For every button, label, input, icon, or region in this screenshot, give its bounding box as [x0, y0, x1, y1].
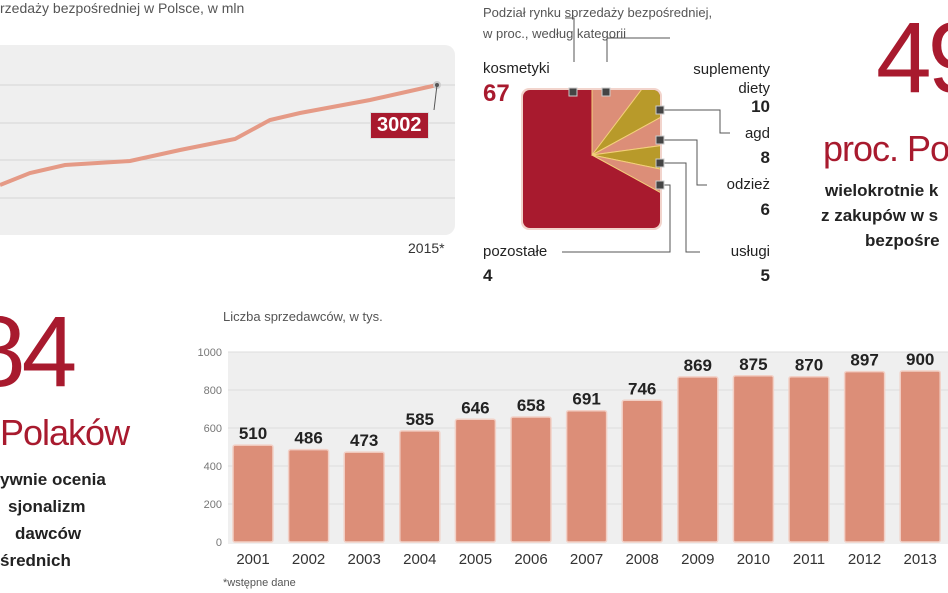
- bar-value-label: 875: [739, 355, 767, 374]
- label-kosmetyki: kosmetyki: [483, 60, 550, 77]
- bar-2003: [343, 451, 385, 543]
- bar-2009: [677, 376, 719, 543]
- bar-2011: [788, 375, 830, 543]
- x-tick-label: 2008: [626, 551, 659, 568]
- value-pozostale: 4: [483, 266, 493, 285]
- bar-2005: [454, 418, 497, 543]
- x-tick-label: 2004: [403, 551, 436, 568]
- stat-right-headline: proc. Po: [823, 128, 948, 169]
- bar-2001: [232, 444, 274, 543]
- value-odziez: 6: [760, 200, 770, 219]
- x-tick-label: 2002: [292, 551, 325, 568]
- bar-2006: [510, 416, 552, 543]
- bar-2002: [287, 448, 330, 543]
- value-suplementy: 10: [751, 97, 770, 116]
- y-tick-label: 0: [216, 537, 222, 549]
- bar-value-label: 691: [572, 390, 600, 409]
- bar-2008: [621, 399, 663, 543]
- label-agd: agd: [744, 125, 770, 142]
- stat-right-number: 49: [876, 2, 948, 114]
- footnote: *wstępne dane: [223, 577, 296, 589]
- stat-left-number: 84: [0, 296, 77, 408]
- x-tick-label: 2013: [904, 551, 937, 568]
- x-tick-label: 2010: [737, 551, 770, 568]
- x-tick-label: 2001: [236, 551, 269, 568]
- value-kosmetyki: 67: [483, 80, 510, 107]
- stat-left-headline: Polaków: [0, 412, 130, 453]
- bar-2007: [565, 409, 608, 543]
- bar-value-label: 869: [684, 356, 712, 375]
- stat-left-text: ywnie ocenia sjonalizm dawców średnich: [0, 470, 106, 570]
- slice-uslugi: [591, 154, 660, 196]
- pie-title: Podział rynku sprzedaży bezpośredniej, w …: [483, 5, 713, 41]
- sales-line: [0, 83, 438, 187]
- x-tick-label: 2009: [681, 551, 714, 568]
- end-year-label: 2015*: [408, 240, 445, 256]
- x-tick-label: 2006: [514, 551, 547, 568]
- label-suplementy: suplementy diety: [693, 61, 770, 97]
- x-tick-label: 2003: [348, 551, 381, 568]
- value-agd: 8: [760, 148, 770, 167]
- label-uslugi: usługi: [730, 243, 770, 260]
- y-tick-label: 600: [204, 423, 222, 435]
- label-pozostale: pozostałe: [483, 243, 548, 260]
- bar-value-label: 585: [406, 410, 434, 429]
- y-tick-label: 200: [204, 499, 222, 511]
- value-uslugi: 5: [760, 266, 770, 285]
- bar-value-label: 486: [294, 429, 322, 448]
- bar-value-label: 646: [461, 398, 489, 417]
- bar-value-label: 900: [906, 350, 934, 369]
- bar-2013: [899, 370, 941, 543]
- label-odziez: odzież: [726, 176, 770, 193]
- bar-2012: [843, 370, 886, 543]
- bar-2004: [399, 430, 441, 543]
- x-tick-label: 2011: [793, 551, 825, 568]
- bar-value-label: 510: [239, 424, 267, 443]
- bar-2010: [732, 375, 775, 543]
- bar-chart-title: Liczba sprzedawców, w tys.: [223, 309, 383, 324]
- bar-value-label: 870: [795, 356, 823, 375]
- end-value-label: 3002: [370, 112, 429, 139]
- x-tick-label: 2012: [848, 551, 881, 568]
- bar-value-label: 473: [350, 431, 378, 450]
- x-tick-label: 2005: [459, 551, 492, 568]
- bar-value-label: 897: [850, 351, 878, 370]
- bar-value-label: 658: [517, 396, 545, 415]
- y-tick-label: 1000: [198, 347, 222, 359]
- x-tick-label: 2007: [570, 551, 603, 568]
- y-tick-label: 800: [204, 385, 222, 397]
- bar-value-label: 746: [628, 379, 656, 398]
- line-chart-title: rzedaży bezpośredniej w Polsce, w mln: [0, 0, 245, 16]
- y-tick-label: 400: [204, 461, 222, 473]
- pie-chart: [521, 17, 730, 253]
- line-chart: [0, 81, 455, 199]
